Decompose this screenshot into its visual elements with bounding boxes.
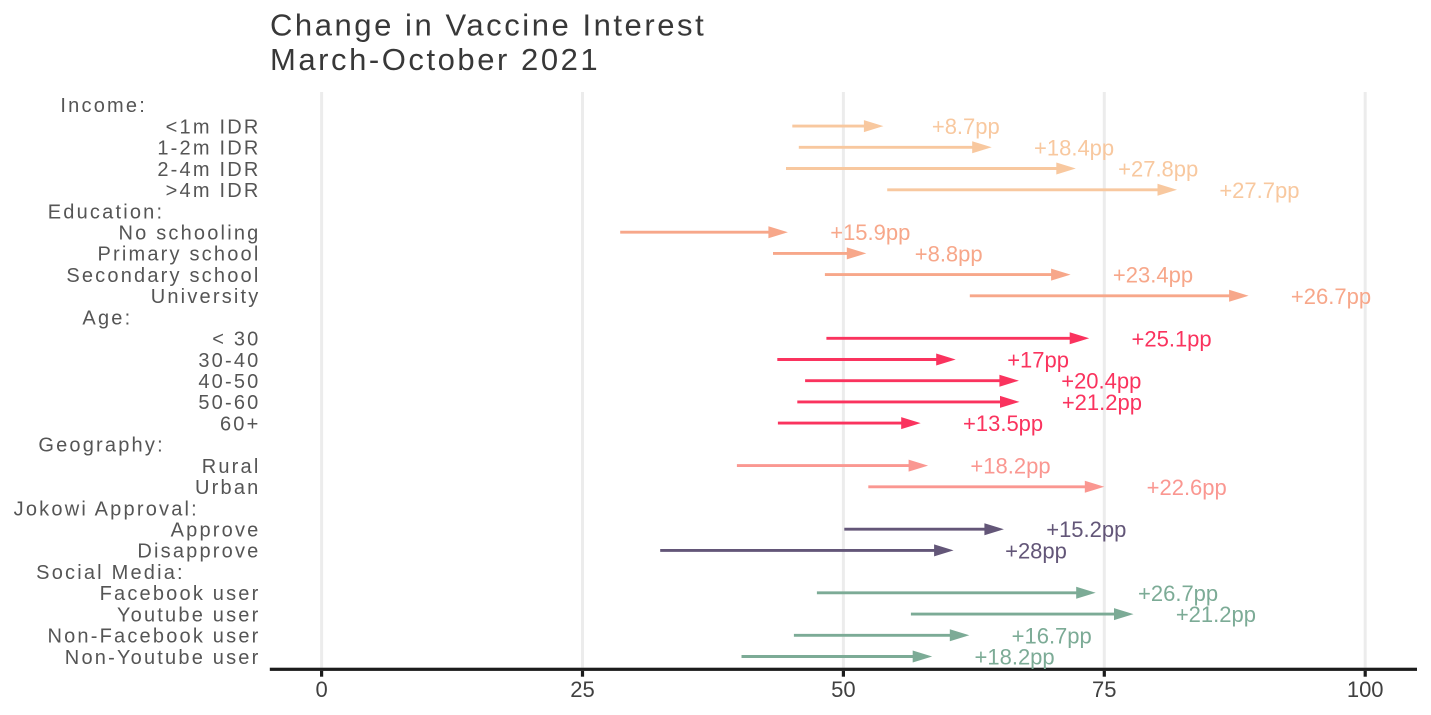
svg-text:2-4m IDR: 2-4m IDR bbox=[157, 159, 260, 181]
svg-text:Disapprove: Disapprove bbox=[137, 541, 260, 563]
svg-text:+21.2pp: +21.2pp bbox=[1176, 602, 1256, 627]
svg-text:+8.7pp: +8.7pp bbox=[932, 114, 1000, 139]
svg-text:+16.7pp: +16.7pp bbox=[1012, 623, 1092, 648]
svg-text:+13.5pp: +13.5pp bbox=[963, 411, 1043, 436]
svg-text:+20.4pp: +20.4pp bbox=[1061, 369, 1141, 394]
svg-text:Secondary school: Secondary school bbox=[66, 265, 260, 287]
svg-text:25: 25 bbox=[570, 677, 594, 702]
svg-text:+18.2pp: +18.2pp bbox=[975, 645, 1055, 670]
svg-text:50-60: 50-60 bbox=[198, 392, 260, 414]
svg-text:0: 0 bbox=[315, 677, 327, 702]
svg-text:< 30: < 30 bbox=[212, 329, 260, 351]
svg-text:+22.6pp: +22.6pp bbox=[1147, 475, 1227, 500]
svg-text:+17pp: +17pp bbox=[1007, 348, 1069, 373]
svg-text:+28pp: +28pp bbox=[1005, 538, 1067, 563]
svg-text:<1m IDR: <1m IDR bbox=[166, 116, 261, 138]
svg-text:+26.7pp: +26.7pp bbox=[1291, 284, 1371, 309]
svg-text:+18.2pp: +18.2pp bbox=[970, 454, 1050, 479]
svg-text:+27.8pp: +27.8pp bbox=[1118, 157, 1198, 182]
svg-text:Social Media:: Social Media: bbox=[36, 562, 185, 584]
svg-text:1-2m IDR: 1-2m IDR bbox=[157, 138, 260, 160]
svg-text:Youtube user: Youtube user bbox=[117, 604, 261, 626]
svg-text:Income:: Income: bbox=[60, 95, 147, 117]
svg-text:60+: 60+ bbox=[220, 413, 261, 435]
svg-text:Non-Youtube user: Non-Youtube user bbox=[65, 647, 261, 669]
svg-text:+27.7pp: +27.7pp bbox=[1219, 178, 1299, 203]
svg-text:March-October 2021: March-October 2021 bbox=[270, 42, 600, 77]
svg-text:+18.4pp: +18.4pp bbox=[1034, 135, 1114, 160]
svg-text:Change in Vaccine Interest: Change in Vaccine Interest bbox=[270, 8, 706, 43]
svg-text:+23.4pp: +23.4pp bbox=[1113, 263, 1193, 288]
svg-text:Jokowi Approval:: Jokowi Approval: bbox=[14, 498, 199, 520]
svg-text:+21.2pp: +21.2pp bbox=[1062, 390, 1142, 415]
svg-text:+26.7pp: +26.7pp bbox=[1138, 581, 1218, 606]
svg-text:Rural: Rural bbox=[202, 456, 261, 478]
svg-text:Non-Facebook user: Non-Facebook user bbox=[47, 626, 260, 648]
svg-text:40-50: 40-50 bbox=[198, 371, 260, 393]
svg-text:Facebook user: Facebook user bbox=[100, 583, 261, 605]
svg-text:Education:: Education: bbox=[48, 201, 165, 223]
svg-text:Age:: Age: bbox=[82, 307, 132, 329]
svg-text:100: 100 bbox=[1347, 677, 1384, 702]
svg-text:+15.9pp: +15.9pp bbox=[830, 220, 910, 245]
svg-text:Approve: Approve bbox=[171, 520, 261, 542]
svg-text:+25.1pp: +25.1pp bbox=[1132, 326, 1212, 351]
svg-text:No schooling: No schooling bbox=[118, 223, 260, 245]
svg-text:+15.2pp: +15.2pp bbox=[1046, 517, 1126, 542]
svg-text:30-40: 30-40 bbox=[198, 350, 260, 372]
svg-text:50: 50 bbox=[831, 677, 855, 702]
svg-text:Urban: Urban bbox=[195, 477, 260, 499]
svg-text:Primary school: Primary school bbox=[97, 244, 260, 266]
svg-text:75: 75 bbox=[1092, 677, 1116, 702]
svg-text:University: University bbox=[151, 286, 261, 308]
svg-text:Geography:: Geography: bbox=[38, 435, 165, 457]
svg-text:>4m IDR: >4m IDR bbox=[166, 180, 261, 202]
svg-text:+8.8pp: +8.8pp bbox=[915, 241, 983, 266]
